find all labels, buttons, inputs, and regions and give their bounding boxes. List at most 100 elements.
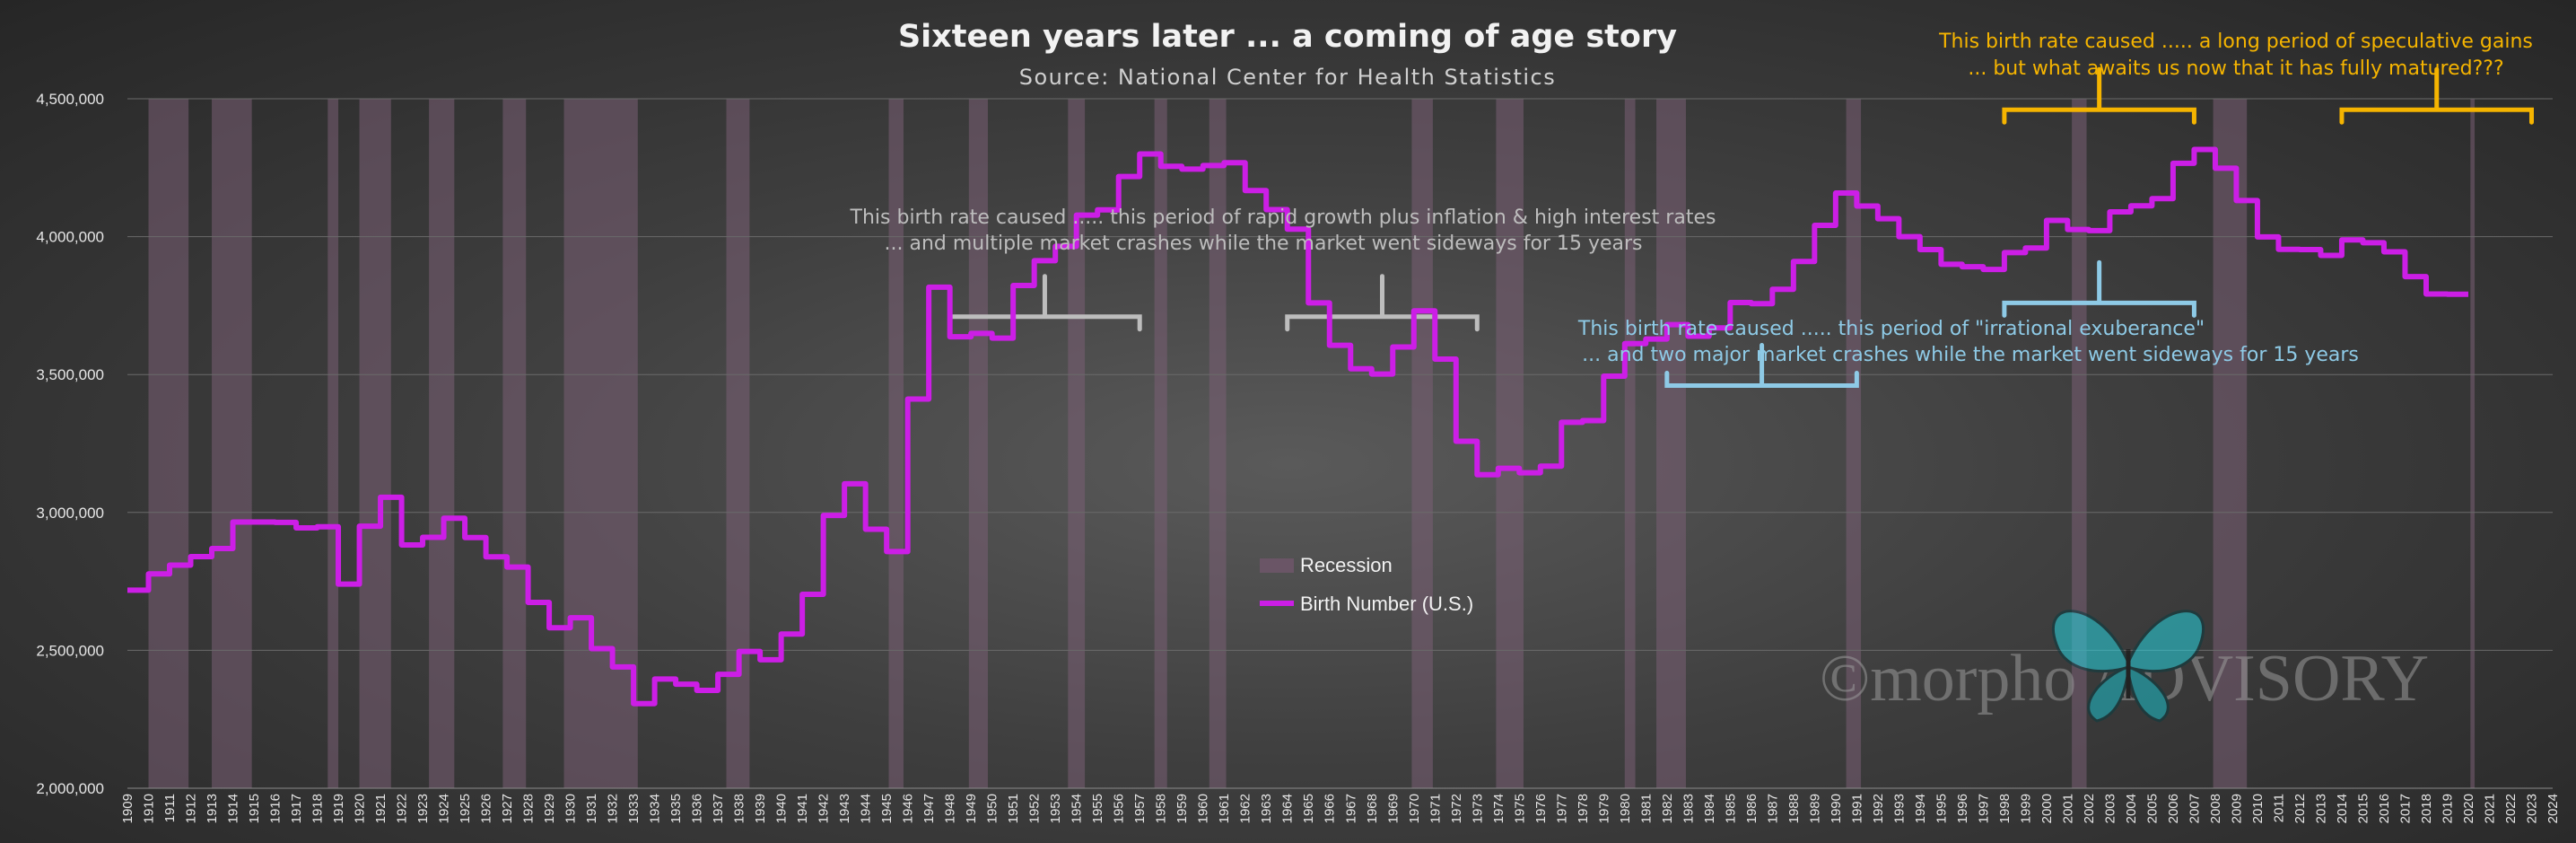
annotation-brackets	[947, 66, 2534, 388]
bracket-1-right	[1285, 274, 1480, 332]
series-line-0	[127, 146, 2468, 707]
x-tick-label: 1952	[1027, 794, 1043, 823]
x-tick-label: 1976	[1533, 794, 1549, 823]
recession-band-8	[888, 99, 904, 788]
x-tick-label: 1972	[1449, 794, 1464, 823]
y-tick-label: 2,000,000	[36, 780, 104, 797]
x-tick-label: 1934	[648, 794, 663, 823]
y-tick-label: 3,500,000	[36, 366, 104, 383]
x-tick-label: 1915	[247, 794, 262, 823]
x-tick-label: 1933	[626, 794, 642, 823]
x-tick-label: 2017	[2397, 794, 2413, 823]
x-tick-label: 2023	[2524, 794, 2539, 823]
x-tick-label: 2007	[2187, 794, 2202, 823]
x-tick-label: 1950	[985, 794, 1000, 823]
recession-band-2	[327, 99, 339, 788]
x-tick-label: 2011	[2271, 794, 2286, 822]
x-tick-label: 1960	[1196, 794, 1211, 823]
x-tick-label: 1920	[353, 794, 368, 823]
legend-series-label: Birth Number (U.S.)	[1300, 593, 1473, 615]
x-tick-label: 1914	[226, 794, 241, 823]
x-tick-label: 1941	[795, 794, 810, 823]
x-tick-label: 1928	[521, 794, 537, 823]
recession-band-3	[359, 99, 391, 788]
x-tick-label: 1945	[879, 794, 895, 823]
x-tick-label: 2018	[2419, 794, 2434, 823]
x-tick-label: 2004	[2124, 794, 2139, 823]
x-tick-label: 2022	[2503, 794, 2519, 823]
x-tick-label: 1942	[816, 794, 832, 823]
x-tick-label: 1923	[415, 794, 431, 823]
legend-recession-swatch	[1260, 558, 1294, 573]
x-tick-label: 2020	[2461, 794, 2476, 823]
recession-band-14	[1496, 99, 1524, 788]
x-tick-label: 1937	[711, 794, 726, 823]
x-tick-label: 2015	[2355, 794, 2371, 823]
x-tick-label: 1978	[1576, 794, 1591, 823]
x-tick-label: 2003	[2102, 794, 2118, 823]
x-tick-label: 1955	[1090, 794, 1105, 823]
annotation-3-line2: ... but what awaits us now that it has f…	[1968, 57, 2503, 80]
x-tick-label: 1982	[1660, 794, 1675, 823]
x-tick-label: 1951	[1006, 794, 1021, 823]
recession-band-10	[1068, 99, 1086, 788]
x-tick-label: 1909	[120, 794, 135, 823]
x-tick-label: 1959	[1174, 794, 1190, 823]
x-tick-label: 1935	[668, 794, 684, 823]
x-tick-label: 1911	[162, 794, 178, 822]
recession-band-15	[1624, 99, 1636, 788]
x-tick-label: 1954	[1070, 794, 1085, 823]
x-tick-label: 1948	[943, 794, 958, 823]
x-tick-label: 1984	[1702, 794, 1717, 823]
x-tick-label: 2013	[2313, 794, 2328, 823]
x-tick-label: 1970	[1407, 794, 1422, 823]
chart-title: Sixteen years later ... a coming of age …	[898, 19, 1677, 55]
x-tick-label: 1932	[606, 794, 621, 823]
x-tick-label: 1969	[1385, 794, 1401, 823]
x-tick-label: 1974	[1491, 794, 1506, 823]
x-tick-label: 1985	[1723, 794, 1738, 823]
recession-band-12	[1209, 99, 1227, 788]
x-tick-label: 1946	[901, 794, 916, 823]
x-tick-label: 1977	[1554, 794, 1569, 823]
x-tick-label: 1968	[1365, 794, 1380, 823]
butterfly-icon	[2051, 610, 2205, 723]
x-tick-label: 1922	[395, 794, 410, 823]
x-tick-label: 1999	[2018, 794, 2033, 823]
x-tick-label: 1930	[563, 794, 579, 823]
x-tick-label: 2000	[2039, 794, 2055, 823]
x-tick-label: 1990	[1829, 794, 1844, 823]
x-tick-label: 2021	[2482, 794, 2497, 823]
x-tick-label: 2012	[2292, 794, 2308, 823]
recession-band-19	[2213, 99, 2248, 788]
x-tick-label: 1963	[1259, 794, 1274, 823]
x-tick-label: 1964	[1280, 794, 1296, 823]
recession-band-1	[212, 99, 252, 788]
bracket-2-right	[2002, 259, 2196, 318]
x-tick-label: 1966	[1323, 794, 1338, 823]
y-tick-label: 2,500,000	[36, 642, 104, 659]
recession-band-0	[148, 99, 189, 788]
annotation-1-line2: ... and multiple market crashes while th…	[884, 233, 1642, 255]
x-tick-label: 1986	[1744, 794, 1760, 823]
x-tick-label: 2024	[2545, 794, 2561, 823]
recession-band-6	[563, 99, 638, 788]
x-tick-label: 1956	[1112, 794, 1127, 823]
x-tick-label: 1973	[1470, 794, 1485, 823]
x-tick-label: 1947	[921, 794, 937, 823]
x-tick-label: 1910	[142, 794, 157, 823]
x-tick-label: 1949	[964, 794, 979, 823]
x-tick-label: 2006	[2166, 794, 2181, 823]
x-tick-label: 1913	[205, 794, 220, 823]
x-tick-label: 1992	[1871, 794, 1886, 823]
annotation-3-line1: This birth rate caused ..... a long peri…	[1938, 31, 2533, 53]
watermark: ©morpho ADVISORY	[1820, 610, 2429, 723]
x-tick-label: 1924	[437, 794, 452, 823]
x-tick-label: 2002	[2082, 794, 2097, 823]
recession-band-11	[1154, 99, 1167, 788]
x-tick-label: 1921	[373, 794, 389, 823]
recession-bands	[148, 99, 2476, 788]
x-tick-label: 1958	[1154, 794, 1169, 823]
x-tick-label: 1957	[1132, 794, 1148, 823]
x-tick-label: 1926	[479, 794, 494, 823]
